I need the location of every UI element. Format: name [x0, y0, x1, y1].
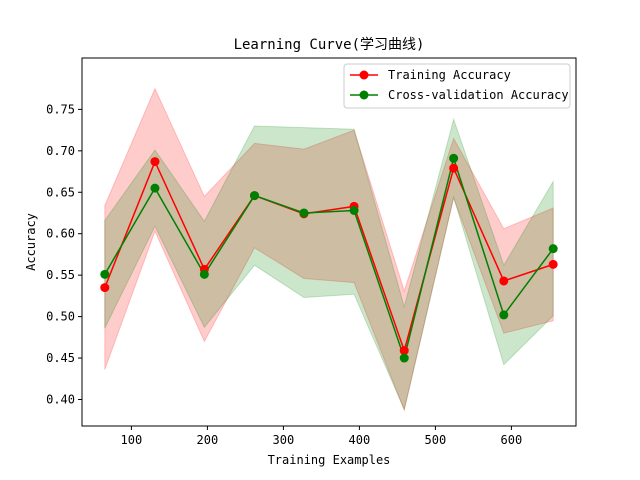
- legend-box: [343, 63, 571, 109]
- series-markers: [100, 153, 558, 363]
- point-cross-validation: [449, 153, 459, 163]
- line-training: [104, 159, 554, 354]
- legend-label-cross-validation: Cross-validation Accuracy: [388, 88, 569, 102]
- x-tick-label: 400: [349, 433, 371, 447]
- legend-marker-cross-validation: [359, 90, 369, 100]
- x-axis-label: Training Examples: [268, 453, 391, 467]
- confidence-bands: [104, 87, 554, 412]
- series-lines: [104, 155, 554, 361]
- plot-frame: [81, 57, 577, 427]
- chart-title: Learning Curve(学习曲线): [234, 37, 425, 53]
- point-cross-validation: [250, 191, 260, 201]
- point-cross-validation: [499, 310, 509, 320]
- point-cross-validation: [399, 353, 409, 363]
- legend: Training Accuracy Cross-validation Accura…: [343, 63, 571, 109]
- point-training: [548, 259, 558, 269]
- y-tick-label: 0.55: [46, 268, 75, 282]
- y-tick-label: 0.45: [46, 351, 75, 365]
- legend-marker-training: [359, 70, 369, 80]
- x-tick-label: 300: [273, 433, 295, 447]
- band-cross-validation: [104, 117, 554, 412]
- x-tick-label: 500: [425, 433, 447, 447]
- x-tick-label: 100: [121, 433, 143, 447]
- point-cross-validation: [349, 206, 359, 216]
- y-tick-label: 0.75: [46, 102, 75, 116]
- line-cross-validation: [104, 155, 554, 361]
- x-axis-ticks: 100 200 300 400 500 600: [121, 426, 523, 447]
- band-training: [104, 87, 554, 412]
- y-axis-ticks: 0.40 0.45 0.50 0.55 0.60 0.65 0.70 0.75: [46, 102, 82, 406]
- point-cross-validation: [150, 183, 160, 193]
- y-tick-label: 0.65: [46, 185, 75, 199]
- point-cross-validation: [548, 244, 558, 254]
- point-training: [150, 157, 160, 167]
- y-tick-label: 0.40: [46, 392, 75, 406]
- legend-label-training: Training Accuracy: [388, 68, 511, 82]
- x-tick-label: 200: [197, 433, 219, 447]
- point-cross-validation: [100, 269, 110, 279]
- y-tick-label: 0.60: [46, 227, 75, 241]
- point-training: [449, 163, 459, 173]
- point-cross-validation: [299, 208, 309, 218]
- y-tick-label: 0.50: [46, 310, 75, 324]
- point-training: [499, 276, 509, 286]
- x-tick-label: 600: [501, 433, 523, 447]
- y-axis-label: Accuracy: [24, 213, 38, 271]
- point-cross-validation: [199, 269, 209, 279]
- point-training: [399, 346, 409, 356]
- point-training: [100, 283, 110, 293]
- y-tick-label: 0.70: [46, 144, 75, 158]
